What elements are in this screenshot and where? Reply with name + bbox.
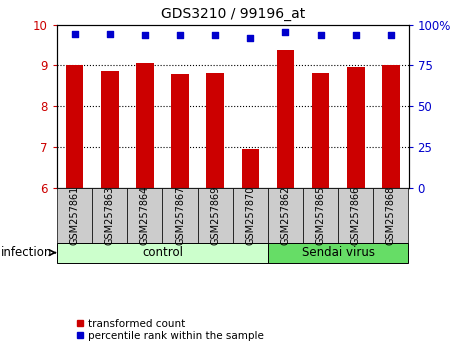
Bar bbox=[206, 73, 224, 188]
Point bbox=[211, 32, 219, 38]
Point bbox=[71, 31, 78, 36]
Text: GSM257867: GSM257867 bbox=[175, 185, 185, 245]
Text: Sendai virus: Sendai virus bbox=[302, 246, 375, 259]
Point bbox=[282, 29, 289, 35]
Point bbox=[387, 32, 395, 38]
Text: GSM257863: GSM257863 bbox=[104, 185, 115, 245]
Bar bbox=[66, 65, 84, 188]
Point bbox=[141, 32, 149, 38]
Point bbox=[247, 35, 254, 41]
Text: GSM257864: GSM257864 bbox=[140, 185, 150, 245]
Bar bbox=[101, 71, 119, 188]
Point bbox=[352, 32, 360, 38]
Text: GSM257865: GSM257865 bbox=[315, 185, 326, 245]
Text: GSM257869: GSM257869 bbox=[210, 185, 220, 245]
Bar bbox=[276, 50, 294, 188]
Text: GSM257870: GSM257870 bbox=[245, 185, 256, 245]
Bar bbox=[382, 65, 399, 188]
Point bbox=[317, 32, 324, 38]
Text: control: control bbox=[142, 246, 183, 259]
Bar bbox=[347, 67, 364, 188]
Bar bbox=[171, 74, 189, 188]
Text: GSM257866: GSM257866 bbox=[351, 185, 361, 245]
Point bbox=[106, 31, 114, 36]
Point bbox=[176, 32, 184, 38]
Text: infection: infection bbox=[0, 246, 52, 259]
Text: GSM257862: GSM257862 bbox=[280, 185, 291, 245]
Bar bbox=[136, 63, 153, 188]
Text: GSM257868: GSM257868 bbox=[386, 185, 396, 245]
Bar bbox=[242, 149, 259, 188]
Bar bbox=[312, 73, 329, 188]
Legend: transformed count, percentile rank within the sample: transformed count, percentile rank withi… bbox=[72, 315, 268, 345]
Text: GSM257861: GSM257861 bbox=[69, 185, 80, 245]
Title: GDS3210 / 99196_at: GDS3210 / 99196_at bbox=[161, 7, 305, 21]
